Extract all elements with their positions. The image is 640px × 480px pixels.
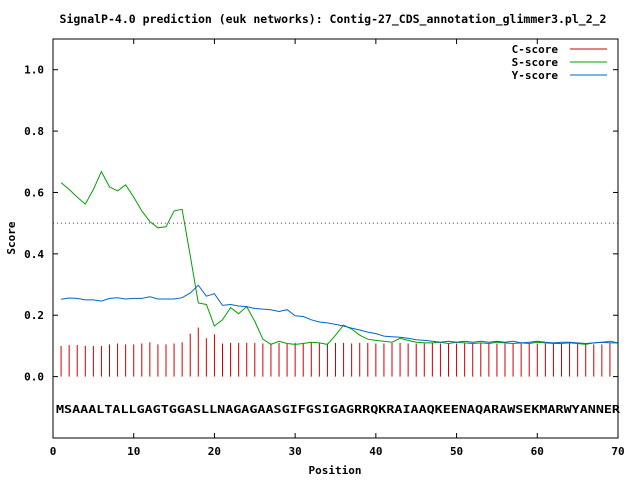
sequence-text: MSAAALTALLGAGTGGASLLNAGAGAASGIFGSIGAGRRQ… (56, 404, 621, 416)
y-tick-label: 0.6 (24, 186, 44, 199)
y-tick-label: 0.2 (24, 309, 44, 322)
x-tick-label: 70 (611, 445, 624, 458)
plot-area: 0.0 0.2 0.4 0.6 0.8 1.0 0 10 20 30 40 50 60 70 (24, 39, 625, 458)
plot-border (52, 38, 619, 439)
x-tick-label: 30 (289, 445, 302, 458)
y-axis-label: Score (5, 221, 18, 254)
chart-title: SignalP-4.0 prediction (euk networks): C… (60, 12, 607, 27)
legend-label-c-score: C-score (512, 43, 559, 56)
y-tick-label: 0.4 (24, 248, 44, 261)
x-tick-label: 10 (127, 445, 140, 458)
s-score-line (60, 170, 619, 345)
legend-label-y-score: Y-score (512, 69, 559, 82)
legend-label-s-score: S-score (512, 56, 559, 69)
y-score-line (61, 284, 618, 345)
x-tick-label: 20 (208, 445, 221, 458)
x-axis-label: Position (309, 464, 362, 477)
y-tick-label: 0.8 (24, 125, 44, 138)
y-tick-label: 0.0 (24, 371, 44, 384)
x-tick-label: 50 (450, 445, 463, 458)
y-tick-label: 1.0 (24, 64, 44, 77)
x-tick-label: 0 (50, 445, 57, 458)
x-tick-label: 60 (531, 445, 544, 458)
x-tick-label: 40 (369, 445, 382, 458)
